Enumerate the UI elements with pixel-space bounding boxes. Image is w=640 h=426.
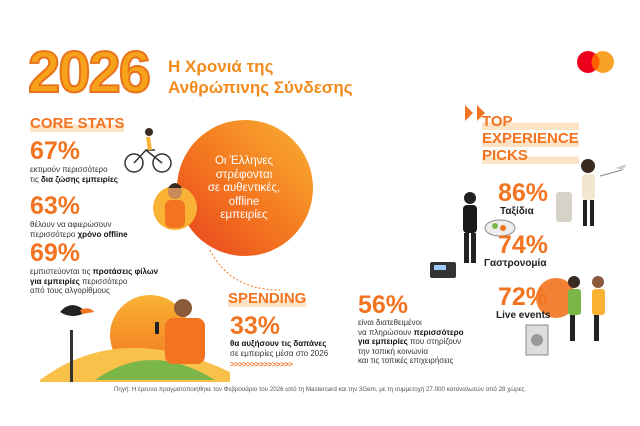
pick-label: Ταξίδια bbox=[500, 206, 534, 217]
text-segment: περισσότερο bbox=[79, 276, 128, 286]
heading-text: CORE STATS bbox=[30, 115, 125, 132]
text-line: offline bbox=[228, 195, 260, 208]
text-segment: που στηρίζουν bbox=[407, 337, 462, 346]
pick-value: 72% bbox=[498, 283, 549, 311]
text-line: στρέφονται bbox=[215, 168, 273, 181]
pick-label: Live events bbox=[496, 310, 551, 321]
stat-value: 63% bbox=[30, 192, 81, 220]
stat-value: 69% bbox=[30, 239, 81, 267]
text-line: TOP bbox=[482, 113, 579, 130]
text-line: και τις τοπικές επιχειρήσεις bbox=[358, 356, 464, 366]
stat-value: 67% bbox=[30, 137, 81, 165]
connector bbox=[209, 249, 281, 291]
text-segment: είναι διατεθειμένοι bbox=[358, 318, 422, 327]
text-segment: θα αυξήσουν τις δαπάνες bbox=[230, 339, 327, 348]
landscape-illustration bbox=[40, 295, 230, 382]
center-circle bbox=[177, 120, 313, 256]
text-line: εμπειρίες bbox=[220, 209, 268, 221]
heading-text: SPENDING bbox=[228, 290, 307, 307]
year: 2026 bbox=[27, 40, 152, 105]
text-line: είναι διατεθειμένοι bbox=[358, 318, 464, 328]
text-line: Οι Έλληνες bbox=[214, 155, 274, 167]
stat-description: θέλουν να αφιερώσουν περισσότερο χρόνο of… bbox=[30, 220, 128, 239]
text-segment: περισσότερο bbox=[30, 229, 78, 239]
text-segment: εμπιστεύονται τις bbox=[30, 267, 93, 276]
section-heading: SPENDING bbox=[228, 290, 307, 307]
source-note: Πηγή: Η έρευνα πραγματοποιήθηκε τον Φεβρ… bbox=[113, 386, 527, 393]
text-line: θέλουν να αφιερώσουν bbox=[30, 220, 128, 230]
stat-description: εκτιμούν περισσότερο τις δια ζώσης εμπειρ… bbox=[30, 165, 118, 184]
text-line: σε εμπειρίες μέσα στο 2026 bbox=[230, 349, 328, 359]
text-line: την τοπική κοινωνία bbox=[358, 347, 464, 357]
pick-value: 86% bbox=[498, 179, 549, 207]
text-segment: χρόνο offline bbox=[77, 229, 128, 239]
text-line: για εμπειρίες που στηρίζουν bbox=[358, 337, 464, 347]
text-segment: από τους αλγορίθμους bbox=[30, 286, 110, 295]
stat-description: εμπιστεύονται τις προτάσεις φίλων για εμπ… bbox=[30, 267, 158, 296]
text-segment: θέλουν να αφιερώσουν bbox=[30, 220, 112, 229]
stat-description: είναι διατεθειμένοι να πληρώσουν περισσότ… bbox=[358, 318, 464, 366]
stat-value: 33% bbox=[230, 312, 281, 340]
text-line: για εμπειρίες περισσότερο bbox=[30, 277, 158, 287]
text-line: εμπιστεύονται τις προτάσεις φίλων bbox=[30, 267, 158, 277]
text-segment: δια ζώσης εμπειρίες bbox=[41, 174, 118, 184]
food-illustration bbox=[430, 192, 516, 278]
stat-value: 56% bbox=[358, 291, 409, 319]
musicians-illustration bbox=[525, 276, 605, 356]
text-line: περισσότερο χρόνο offline bbox=[30, 230, 128, 240]
text-segment: για εμπειρίες bbox=[358, 337, 408, 346]
brand-logo bbox=[577, 51, 614, 73]
stat-description: θα αυξήσουν τις δαπάνες σε εμπειρίες μέσα… bbox=[230, 339, 328, 358]
text-segment: την τοπική κοινωνία bbox=[358, 346, 428, 356]
phone-user-illustration bbox=[153, 183, 197, 230]
text-segment: τις bbox=[30, 174, 42, 184]
text-line: τις δια ζώσης εμπειρίες bbox=[30, 175, 118, 185]
text-segment: εκτιμούν περισσότερο bbox=[30, 165, 108, 174]
text-segment: να πληρώσουν bbox=[358, 327, 414, 337]
text-line: εκτιμούν περισσότερο bbox=[30, 165, 118, 175]
arrows: >>>>>>>>>>>>>>> bbox=[230, 360, 293, 369]
pick-value: 74% bbox=[498, 231, 549, 259]
text-segment: για εμπειρίες bbox=[30, 276, 80, 286]
text-line: θα αυξήσουν τις δαπάνες bbox=[230, 339, 328, 349]
text-segment: και τις τοπικές επιχειρήσεις bbox=[358, 356, 454, 365]
text-line: από τους αλγορίθμους bbox=[30, 286, 158, 296]
text-segment: σε εμπειρίες μέσα στο 2026 bbox=[230, 348, 329, 358]
text-line: PICKS bbox=[482, 147, 579, 164]
text-line: να πληρώσουν περισσότερο bbox=[358, 328, 464, 338]
text-segment: περισσότερο bbox=[413, 327, 464, 337]
title: Η Χρονιά της Ανθρώπινης Σύνδεσης bbox=[168, 56, 353, 98]
text-line: σε αυθεντικές, bbox=[207, 182, 281, 194]
text-segment: προτάσεις φίλων bbox=[92, 267, 159, 276]
text-line: Ανθρώπινης Σύνδεσης bbox=[168, 78, 353, 97]
pick-label: Γαστρονομία bbox=[484, 258, 547, 269]
section-heading: CORE STATS bbox=[30, 115, 125, 132]
traveler-illustration bbox=[556, 159, 627, 226]
center-message: Οι Έλληνες στρέφονται σε αυθεντικές, offlin… bbox=[190, 155, 298, 223]
text-line: Η Χρονιά της bbox=[168, 57, 274, 76]
decor-arrow bbox=[465, 105, 485, 121]
text-line: EXPERIENCE bbox=[482, 130, 579, 147]
cyclist-illustration bbox=[124, 128, 172, 173]
section-heading: TOP EXPERIENCE PICKS bbox=[482, 113, 579, 164]
